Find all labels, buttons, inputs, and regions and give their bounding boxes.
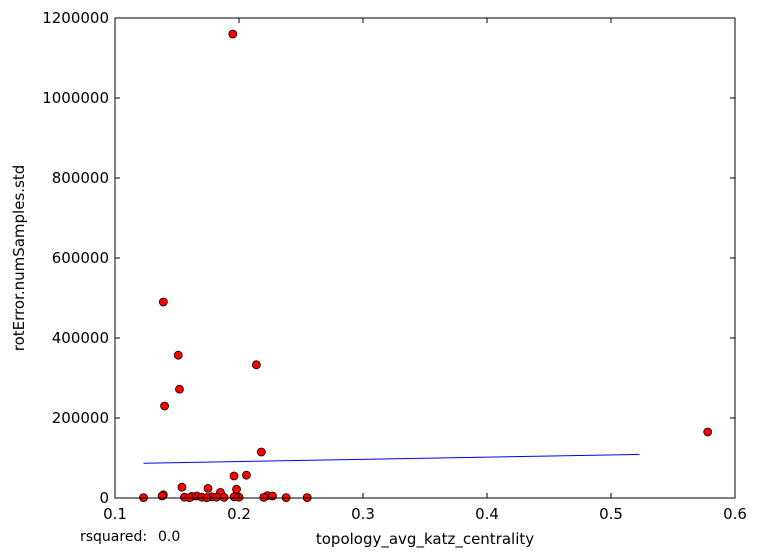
x-tick-label: 0.2 (227, 505, 251, 523)
fit-line (143, 453, 640, 464)
y-tick-label: 0 (99, 489, 109, 507)
y-tick-label: 1200000 (42, 9, 109, 27)
data-point (256, 447, 266, 457)
data-point (173, 350, 183, 360)
data-point (175, 384, 184, 394)
x-tick-label: 0.1 (103, 505, 127, 523)
y-tick-label: 200000 (52, 409, 109, 427)
rsquared-value: 0.0 (158, 529, 180, 545)
data-point (251, 360, 261, 370)
x-tick-label: 0.5 (599, 505, 623, 523)
data-point (177, 482, 187, 492)
y-axis-ticks: 0 200000 400000 600000 800000 1000000 1200000 (42, 9, 735, 507)
y-tick-label: 1000000 (42, 89, 109, 107)
data-point (259, 492, 269, 502)
x-axis-ticks: 0.1 0.2 0.3 0.4 0.5 0.6 (103, 18, 747, 523)
y-tick-label: 600000 (52, 249, 109, 267)
data-point (158, 297, 168, 307)
data-points (139, 29, 713, 503)
data-point (242, 470, 251, 480)
data-point (232, 484, 241, 494)
data-point (228, 29, 238, 39)
y-axis-label: rotError.numSamples.std (10, 165, 28, 352)
y-tick-label: 800000 (52, 169, 109, 187)
x-axis-label: topology_avg_katz_centrality (316, 530, 534, 549)
rsquared-label: rsquared: (80, 529, 147, 545)
data-point (160, 401, 170, 411)
x-tick-label: 0.4 (475, 505, 499, 523)
y-tick-label: 400000 (52, 329, 109, 347)
plot-area (115, 18, 735, 498)
data-point (229, 471, 239, 481)
data-point (219, 492, 229, 502)
data-point (703, 427, 713, 437)
data-point (157, 491, 167, 501)
x-tick-label: 0.3 (351, 505, 375, 523)
data-point (203, 483, 213, 493)
fit-line-layer (143, 453, 640, 464)
data-point (212, 492, 222, 502)
x-tick-label: 0.6 (723, 505, 747, 523)
data-point (268, 491, 277, 501)
